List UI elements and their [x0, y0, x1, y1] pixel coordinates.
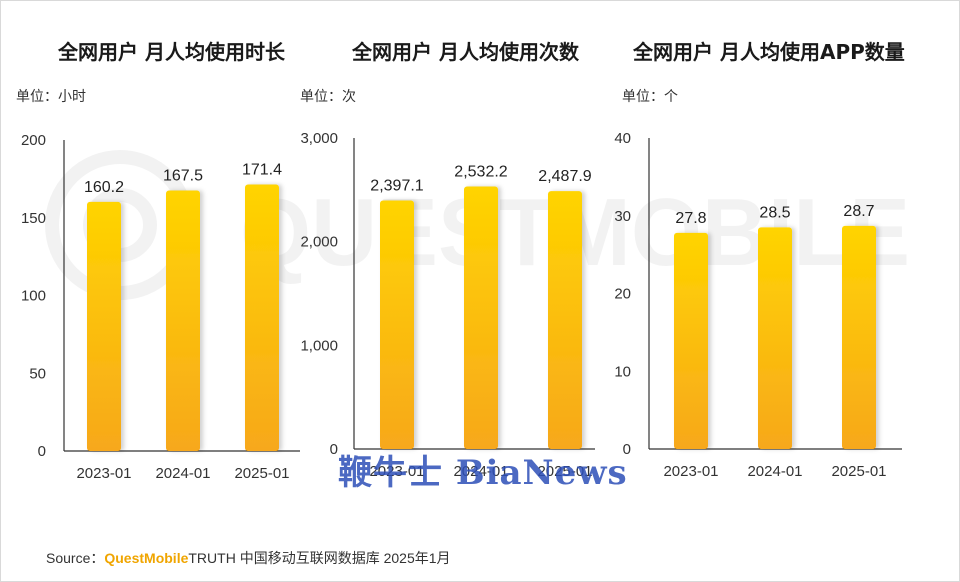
- y-tick-label: 10: [614, 363, 631, 380]
- data-label: 171.4: [242, 161, 282, 178]
- y-tick-label: 0: [330, 441, 338, 458]
- y-tick-label: 40: [614, 130, 631, 147]
- bar: [380, 200, 414, 449]
- bar: [464, 186, 498, 449]
- chart-title: 全网用户 月人均使用次数: [352, 40, 579, 64]
- bar: [842, 225, 876, 449]
- data-label: 28.5: [759, 204, 790, 221]
- source-prefix: Source：: [46, 550, 105, 566]
- data-label: 28.7: [843, 203, 874, 220]
- plot-area-2: 0 1,000 2,000 3,000 2,397.1 2023-01 2,532.2 202…: [300, 130, 595, 480]
- data-label: 2,532.2: [454, 163, 507, 180]
- y-tick-label: 2,000: [300, 234, 338, 251]
- bar: [87, 201, 121, 451]
- y-tick-label: 0: [38, 443, 46, 460]
- y-tick-label: 150: [21, 210, 46, 227]
- y-tick-label: 200: [21, 132, 46, 149]
- x-tick-label: 2025-01: [831, 463, 886, 480]
- source-note: Source：QuestMobileTRUTH 中国移动互联网数据库 2025年…: [46, 548, 451, 568]
- data-label: 167.5: [163, 168, 203, 185]
- chart-title: 全网用户 月人均使用APP数量: [633, 40, 905, 64]
- x-tick-label: 2025-01: [537, 463, 592, 480]
- source-rest: TRUTH 中国移动互联网数据库 2025年1月: [188, 550, 451, 566]
- x-tick-label: 2024-01: [747, 463, 802, 480]
- bianews-stamp: 鞭牛士 BiaNews: [338, 453, 628, 493]
- bar: [758, 227, 792, 449]
- bar: [674, 232, 708, 449]
- y-tick-label: 50: [29, 365, 46, 382]
- unit-label: 单位：个: [622, 89, 678, 105]
- x-tick-label: 2025-01: [234, 465, 289, 482]
- y-tick-label: 1,000: [300, 337, 338, 354]
- data-label: 160.2: [84, 179, 124, 196]
- x-tick-label: 2023-01: [663, 463, 718, 480]
- chart-title: 全网用户 月人均使用时长: [58, 40, 285, 64]
- x-tick-label: 2024-01: [155, 465, 210, 482]
- y-tick-label: 30: [614, 208, 631, 225]
- x-tick-label: 2023-01: [369, 463, 424, 480]
- x-tick-label: 2023-01: [76, 465, 131, 482]
- y-tick-label: 3,000: [300, 130, 338, 147]
- bar: [245, 184, 279, 451]
- bar: [166, 190, 200, 451]
- unit-label: 单位：小时: [16, 89, 86, 105]
- data-label: 27.8: [675, 210, 706, 227]
- plot-area-3: 0 10 20 30 40 27.8 2023-01 28.5 2024-01 28.7 2025-…: [614, 130, 902, 480]
- plot-area-1: 0 50 100 150 200 160.2 2023-01 167.5 2024-01 171.…: [21, 132, 300, 482]
- y-tick-label: 20: [614, 286, 631, 303]
- data-label: 2,487.9: [538, 168, 591, 185]
- x-tick-label: 2024-01: [453, 463, 508, 480]
- y-tick-label: 0: [623, 441, 631, 458]
- data-label: 2,397.1: [370, 178, 423, 195]
- unit-label: 单位：次: [300, 89, 356, 105]
- bar: [548, 191, 582, 449]
- source-brand: QuestMobile: [104, 550, 189, 566]
- y-tick-label: 100: [21, 288, 46, 305]
